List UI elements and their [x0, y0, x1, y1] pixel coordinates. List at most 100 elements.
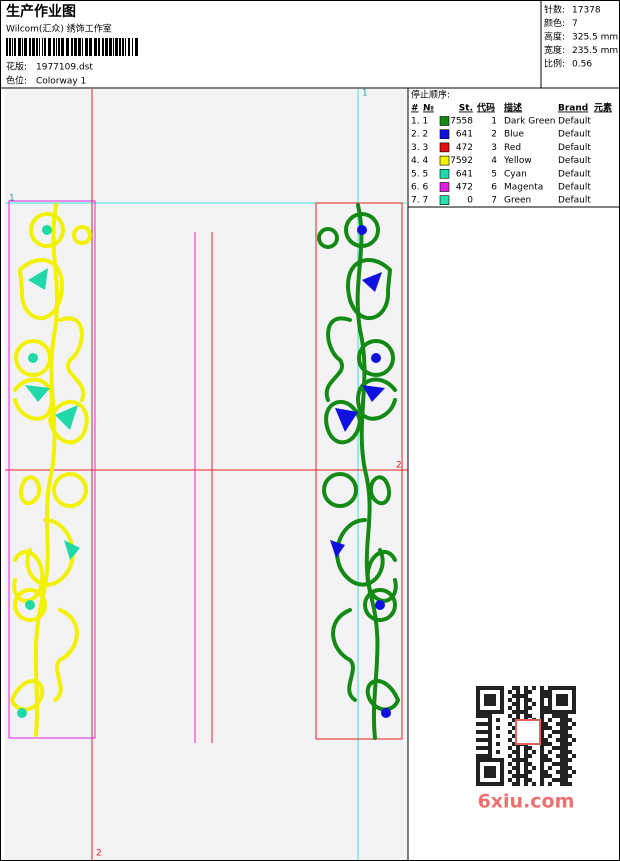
- qr-cell: [524, 686, 528, 690]
- colorway: Colorway 1: [36, 77, 86, 87]
- qr-cell: [528, 770, 532, 774]
- qr-cell: [512, 726, 516, 730]
- qr-cell: [552, 778, 556, 782]
- qr-cell: [524, 770, 528, 774]
- qr-cell: [496, 742, 500, 746]
- qr-cell: [524, 754, 528, 758]
- qr-cell: [500, 782, 504, 786]
- qr-cell: [528, 690, 532, 694]
- qr-cell: [556, 730, 560, 734]
- qr-cell: [476, 762, 480, 766]
- stitches: 472: [456, 143, 473, 153]
- qr-cell: [488, 730, 492, 734]
- qr-cell: [492, 774, 496, 778]
- qr-cell: [500, 694, 504, 698]
- qr-logo: [515, 719, 541, 745]
- qr-cell: [488, 686, 492, 690]
- qr-cell: [480, 722, 484, 726]
- fill: [381, 708, 391, 718]
- qr-cell: [532, 750, 536, 754]
- qr-cell: [508, 698, 512, 702]
- motif: [356, 377, 397, 421]
- qr-cell: [528, 762, 532, 766]
- qr-cell: [564, 734, 568, 738]
- fill: [335, 408, 358, 432]
- qr-cell: [500, 766, 504, 770]
- bar: [85, 38, 88, 56]
- motif: [324, 399, 363, 445]
- bar: [125, 38, 126, 56]
- qr-cell: [548, 706, 552, 710]
- description: Red: [504, 143, 521, 153]
- qr-cell: [516, 766, 520, 770]
- qr-cell: [548, 702, 552, 706]
- brand: Default: [558, 196, 591, 206]
- qr-cell: [564, 702, 568, 706]
- qr-cell: [544, 770, 548, 774]
- qr-cell: [500, 762, 504, 766]
- qr-cell: [524, 702, 528, 706]
- bar: [66, 38, 69, 56]
- stem: [355, 203, 380, 740]
- qr-cell: [512, 734, 516, 738]
- bar: [102, 38, 104, 56]
- qr-cell: [560, 758, 564, 762]
- qr-cell: [548, 726, 552, 730]
- qr-cell: [516, 758, 520, 762]
- motif: [357, 339, 395, 377]
- qr-cell: [532, 782, 536, 786]
- qr-cell: [544, 706, 548, 710]
- qr-cell: [560, 702, 564, 706]
- qr-cell: [568, 710, 572, 714]
- qr-cell: [476, 758, 480, 762]
- bar: [61, 38, 64, 56]
- bar: [105, 38, 108, 56]
- motif: [13, 377, 54, 421]
- qr-cell: [524, 698, 528, 702]
- qr-cell: [560, 774, 564, 778]
- qr-cell: [496, 718, 500, 722]
- qr-cell: [476, 710, 480, 714]
- qr-cell: [508, 778, 512, 782]
- info-label: 高度:: [544, 31, 565, 43]
- qr-cell: [552, 762, 556, 766]
- qr-cell: [568, 782, 572, 786]
- qr-cell: [480, 710, 484, 714]
- qr-cell: [484, 754, 488, 758]
- qr-cell: [516, 762, 520, 766]
- qr-cell: [540, 734, 544, 738]
- qr-cell: [508, 770, 512, 774]
- bar: [74, 38, 77, 56]
- qr-cell: [516, 754, 520, 758]
- code: 1: [491, 117, 497, 127]
- qr-cell: [500, 686, 504, 690]
- qr-cell: [512, 702, 516, 706]
- qr-cell: [512, 694, 516, 698]
- qr-cell: [484, 766, 488, 770]
- fill: [375, 600, 385, 610]
- qr-cell: [516, 714, 520, 718]
- bar: [132, 38, 133, 56]
- info-label: 颜色:: [544, 17, 565, 29]
- guide-label: 1: [9, 194, 15, 204]
- qr-cell: [540, 726, 544, 730]
- sequence: 2. 2: [411, 130, 428, 140]
- motif: [53, 608, 79, 702]
- qr-cell: [500, 690, 504, 694]
- qr-cell: [484, 710, 488, 714]
- qr-cell: [508, 706, 512, 710]
- qr-cell: [548, 734, 552, 738]
- qr-cell: [508, 738, 512, 742]
- qr-cell: [488, 722, 492, 726]
- qr-cell: [520, 694, 524, 698]
- color-swatch: [439, 129, 450, 139]
- fill: [17, 708, 27, 718]
- fill: [25, 600, 35, 610]
- qr-cell: [564, 742, 568, 746]
- bar: [128, 38, 130, 56]
- info-value: 235.5 mm: [572, 46, 618, 56]
- bar: [22, 38, 23, 56]
- qr-cell: [564, 758, 568, 762]
- qr-cell: [556, 702, 560, 706]
- qr-cell: [476, 694, 480, 698]
